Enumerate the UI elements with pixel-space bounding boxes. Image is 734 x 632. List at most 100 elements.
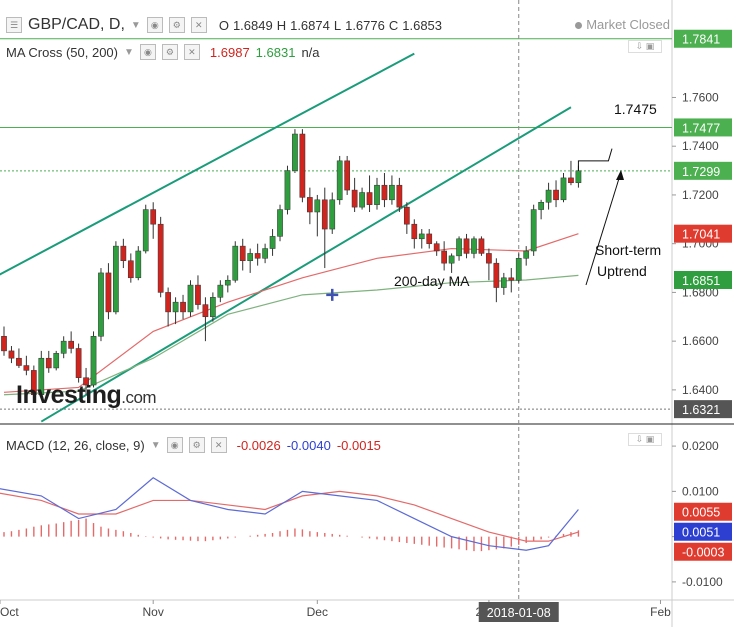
- macd-badge-label: 0.0051: [682, 526, 720, 540]
- price-tick-label: 1.7400: [682, 139, 719, 153]
- ohlc-close-value: 1.6853: [402, 17, 443, 33]
- ma-settings-icon[interactable]: ⚙: [161, 44, 178, 60]
- price-badge-bg: [674, 224, 732, 243]
- ma-extra-value: n/a: [301, 44, 320, 60]
- macd-badge-label: 0.0055: [682, 506, 720, 520]
- candle-body: [344, 160, 351, 191]
- candle-body: [157, 223, 164, 293]
- pane-controls[interactable]: ⇩ ▣: [628, 40, 662, 53]
- channel-upper-line: [0, 52, 415, 276]
- settings-icon[interactable]: ⚙: [168, 17, 185, 33]
- candle-body: [30, 370, 37, 396]
- ohlc-values: O 1.6849 H 1.6874 L 1.6776 C 1.6853: [219, 18, 442, 33]
- channel-lower-line: [40, 106, 572, 423]
- candle-body: [307, 197, 313, 213]
- ohlc-open-key: O: [218, 17, 229, 33]
- trend-arrow-line: [585, 171, 622, 286]
- macd-close-icon[interactable]: ✕: [210, 437, 227, 453]
- level-annotation: 1.7475: [614, 101, 657, 117]
- candle-body: [165, 292, 171, 313]
- candle-body: [284, 170, 291, 210]
- collapse-icon[interactable]: ☰: [6, 17, 22, 33]
- candle-body: [553, 189, 559, 201]
- candle-body: [478, 238, 485, 254]
- macd-badge-label: -0.0003: [682, 546, 724, 560]
- market-status-dot-icon: [575, 22, 583, 30]
- price-badge-label: 1.7299: [682, 165, 720, 179]
- candle-body: [8, 350, 15, 359]
- candle-body: [336, 160, 343, 201]
- candle-body: [254, 253, 261, 259]
- price-tick-label: 1.6400: [682, 383, 719, 397]
- candle-body: [396, 184, 403, 208]
- candle-body: [545, 189, 552, 203]
- market-status: Market Closed: [575, 17, 670, 32]
- candle-body: [381, 184, 388, 201]
- macd-tick-label: -0.0100: [682, 575, 723, 589]
- macd-settings-icon[interactable]: ⚙: [188, 437, 205, 453]
- candle-body: [75, 348, 82, 378]
- ma-dropdown-icon[interactable]: ▼: [124, 46, 134, 58]
- time-tick-label: Oct: [0, 605, 19, 619]
- candle-body: [83, 377, 89, 386]
- macd-tick-label: 0.0200: [682, 439, 719, 453]
- candle-body: [515, 258, 522, 281]
- ohlc-open-value: 1.6849: [232, 17, 273, 33]
- trend-arrowhead-icon: [616, 170, 624, 180]
- symbol-title: GBP/CAD, D,: [28, 16, 125, 33]
- candle-body: [247, 253, 254, 261]
- trend-annotation-line1: Short-term: [595, 242, 662, 258]
- candle-body: [53, 353, 60, 369]
- candle-body: [411, 223, 418, 240]
- close-icon[interactable]: ✕: [190, 17, 207, 33]
- ma-close-icon[interactable]: ✕: [183, 44, 200, 60]
- symbol-dropdown-icon[interactable]: ▼: [130, 19, 141, 31]
- candle-body: [127, 260, 134, 279]
- price-tick-label: 1.7200: [682, 188, 719, 202]
- macd-pane-controls[interactable]: ⇩ ▣: [628, 433, 662, 446]
- candle-body: [575, 170, 582, 184]
- candle-body: [359, 192, 365, 208]
- candle-body: [113, 245, 119, 313]
- candle-body: [299, 133, 306, 198]
- candle-body: [292, 133, 298, 171]
- candle-body: [568, 177, 574, 184]
- candle-body: [448, 255, 455, 264]
- price-badge-label: 1.7477: [682, 121, 720, 135]
- candle-body: [45, 357, 52, 369]
- price-badge-bg: [674, 161, 732, 180]
- candle-body: [456, 238, 462, 257]
- level-pointer-line: [577, 148, 613, 171]
- price-badge-label: 1.7041: [682, 228, 720, 242]
- price-badge-label: 1.6321: [682, 403, 720, 417]
- candle-body: [16, 357, 22, 366]
- macd-badge-bg: [674, 522, 732, 541]
- macd-line-value: -0.0040: [286, 437, 331, 453]
- ma-eye-icon[interactable]: ◉: [139, 44, 156, 60]
- macd-signal-line: [0, 490, 579, 542]
- candle-body: [486, 253, 492, 264]
- ohlc-close-key: C: [388, 17, 399, 33]
- candle-body: [180, 301, 186, 313]
- macd-dropdown-icon[interactable]: ▼: [150, 439, 161, 451]
- candle-body: [187, 284, 194, 313]
- ma-annotation: 200-day MA: [394, 273, 470, 289]
- candle-body: [224, 279, 231, 286]
- ma-cross-name: MA Cross (50, 200): [6, 44, 118, 60]
- watermark-suffix: .com: [121, 388, 157, 407]
- ma-cross-legend: MA Cross (50, 200) ▼ ◉ ⚙ ✕ 1.6987 1.6831…: [6, 44, 320, 60]
- macd-eye-icon[interactable]: ◉: [166, 437, 183, 453]
- eye-icon[interactable]: ◉: [146, 17, 163, 33]
- ohlc-low-value: 1.6776: [345, 17, 385, 33]
- candle-body: [471, 238, 477, 254]
- time-tick-label: Dec: [307, 605, 328, 619]
- candle-body: [560, 177, 567, 201]
- time-tick-label: Nov: [143, 605, 164, 619]
- price-badge-label: 1.7841: [682, 33, 720, 47]
- candle-body: [232, 245, 239, 281]
- candle-body: [172, 301, 179, 313]
- ohlc-low-key: L: [333, 17, 342, 33]
